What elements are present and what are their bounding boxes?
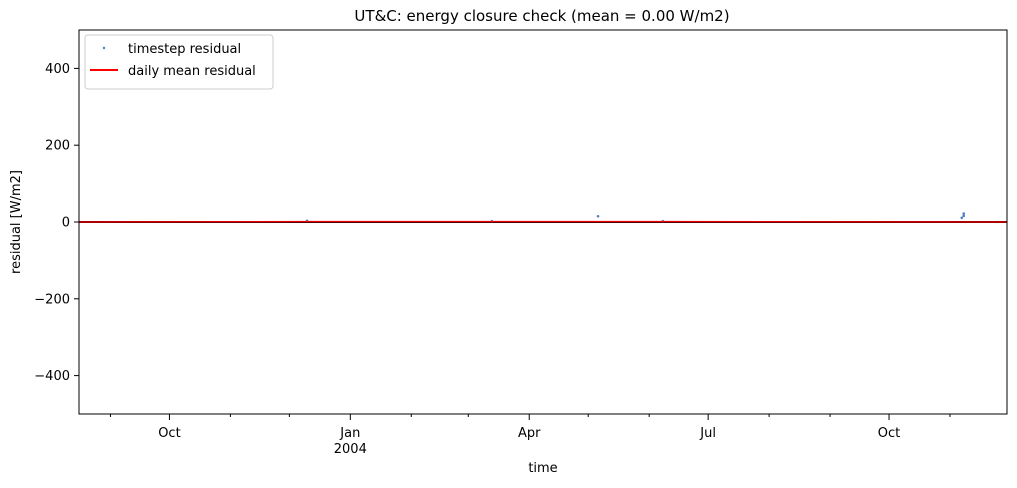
y-tick-label: 0 [62, 216, 70, 231]
x-tick-label: Jul [699, 426, 716, 441]
legend-label-daily-mean-residual: daily mean residual [128, 64, 256, 79]
legend-label-timestep-residual: timestep residual [128, 42, 241, 57]
series-point-timestep-residual [962, 212, 965, 215]
x-tick-label: Apr [518, 426, 541, 441]
series-point-timestep-residual [597, 215, 600, 218]
legend-marker-timestep-residual [103, 47, 105, 49]
y-tick-label: 200 [45, 139, 70, 154]
series-point-timestep-residual [960, 216, 963, 219]
x-tick-label: Jan [339, 426, 360, 441]
x-tick-label: Oct [158, 426, 180, 441]
x-axis-label: time [528, 461, 557, 476]
y-axis-label: residual [W/m2] [9, 170, 24, 274]
y-tick-label: −400 [34, 369, 70, 384]
series-layer [79, 212, 1007, 222]
chart-title: UT&C: energy closure check (mean = 0.00 … [354, 7, 729, 25]
legend: timestep residual daily mean residual [85, 35, 273, 89]
y-tick-label: −200 [34, 292, 70, 307]
x-tick-sublabel: 2004 [334, 442, 367, 457]
x-tick-label: Oct [878, 426, 900, 441]
y-tick-label: 400 [45, 62, 70, 77]
y-axis: 400 200 0 −200 −400 [34, 62, 79, 384]
series-point-timestep-residual [962, 215, 965, 218]
